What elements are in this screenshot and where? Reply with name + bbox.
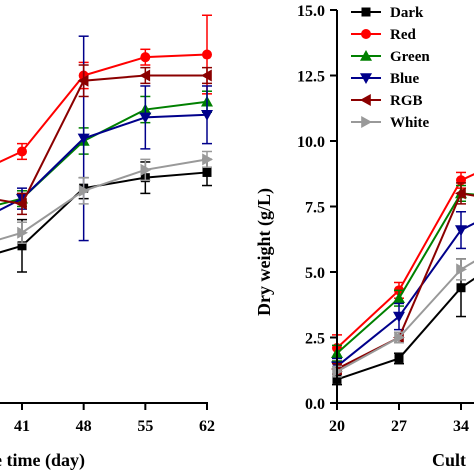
left-data-point — [78, 184, 90, 197]
right-data-point — [456, 263, 467, 276]
right-y-ticks: 0.0 2.5 5.0 7.5 10.0 12.5 15.0 — [297, 3, 337, 413]
left-data-point — [16, 197, 27, 210]
left-x-tick-label: 55 — [137, 418, 153, 435]
left-x-tick-label: 41 — [14, 418, 30, 435]
right-plot-area — [331, 171, 474, 386]
left-data-point — [17, 241, 27, 251]
right-data-point — [393, 292, 405, 303]
legend-label: Green — [390, 49, 430, 65]
legend-box — [343, 4, 471, 140]
left-data-point — [140, 52, 151, 63]
left-series-line — [0, 113, 208, 211]
right-series-line — [336, 277, 474, 381]
legend-marker — [360, 50, 372, 61]
right-y-tick-label: 2.5 — [305, 331, 325, 348]
left-data-point — [77, 74, 89, 87]
left-data-point — [140, 163, 152, 176]
legend-label: White — [390, 115, 430, 131]
legend-item-dark: Dark — [351, 5, 424, 21]
legend-item-blue: Blue — [351, 71, 420, 87]
right-y-tick-label: 10.0 — [297, 134, 325, 151]
legend-item-green: Green — [351, 49, 430, 65]
legend-marker — [361, 29, 371, 39]
left-data-point — [17, 146, 27, 157]
left-data-point — [17, 226, 28, 239]
legend-label: Dark — [390, 5, 424, 21]
right-series-line — [336, 192, 474, 370]
legend: Dark Red Green Blue RGB White — [343, 4, 471, 140]
right-y-tick-label: 5.0 — [305, 265, 325, 282]
legend-label: Red — [390, 27, 416, 43]
left-data-point — [201, 69, 212, 82]
left-series-green — [0, 90, 213, 208]
right-y-tick-label: 7.5 — [305, 200, 325, 217]
right-data-point — [455, 187, 466, 200]
right-data-point — [455, 225, 467, 237]
right-series-blue — [331, 210, 474, 375]
right-x-ticks: 20 27 34 — [329, 403, 469, 435]
right-x-tick-label: 20 — [329, 418, 345, 435]
right-y-axis-title: Dry weight (g/L) — [254, 188, 275, 316]
left-x-axis-title: e time (day) — [0, 450, 85, 471]
left-panel: 41 48 55 62 e time (day) — [0, 14, 215, 471]
legend-item-red: Red — [351, 27, 416, 43]
legend-label: Blue — [390, 71, 420, 87]
legend-label: RGB — [390, 93, 423, 109]
left-data-point — [77, 133, 90, 145]
right-y-tick-label: 12.5 — [297, 69, 325, 86]
right-data-point — [394, 331, 405, 344]
right-series-line — [336, 173, 474, 349]
right-data-point — [394, 353, 404, 363]
right-y-tick-label: 0.0 — [305, 396, 325, 413]
left-data-point — [202, 49, 212, 60]
left-data-point — [202, 167, 212, 177]
legend-marker — [360, 73, 372, 84]
left-series-rgb — [0, 64, 212, 216]
right-y-tick-label: 15.0 — [297, 3, 325, 20]
legend-marker — [361, 116, 372, 128]
right-series-line — [336, 260, 474, 373]
legend-marker — [361, 7, 371, 17]
right-x-tick-label: 27 — [391, 418, 407, 435]
left-series-line — [0, 53, 208, 163]
left-plot-area — [0, 14, 213, 273]
legend-marker — [360, 94, 371, 106]
left-data-point — [202, 153, 213, 166]
legend-items: Dark Red Green Blue RGB White — [351, 5, 430, 131]
left-data-point — [139, 112, 152, 124]
right-series-line — [336, 222, 474, 368]
left-x-tick-label: 48 — [76, 418, 92, 435]
left-x-ticks: 41 48 55 62 — [14, 403, 215, 435]
left-series-red — [0, 14, 212, 163]
left-x-tick-label: 62 — [199, 418, 215, 435]
left-data-point — [139, 69, 151, 82]
right-series-line — [336, 192, 474, 354]
left-data-point — [201, 110, 213, 121]
right-x-axis-title: Cult — [432, 450, 466, 470]
right-data-point — [393, 311, 405, 323]
right-x-tick-label: 34 — [453, 418, 469, 435]
left-series-line — [0, 100, 208, 206]
legend-item-white: White — [351, 115, 430, 131]
legend-item-rgb: RGB — [351, 93, 423, 109]
left-series-white — [0, 150, 213, 244]
right-data-point — [456, 283, 466, 293]
